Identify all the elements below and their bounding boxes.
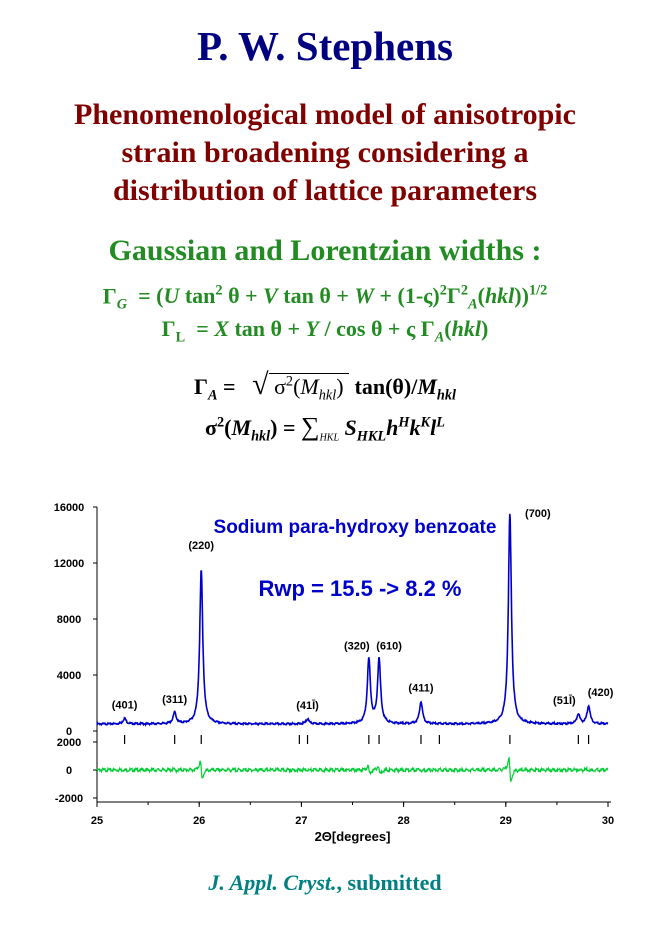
x-tick-label: 25: [91, 815, 103, 827]
y-tick-label: 12000: [54, 558, 85, 570]
difference-series: [96, 756, 609, 784]
gamma-a-equation: ΓA = √ σ2(Mhkl) tan(θ)/Mhkl: [194, 368, 456, 404]
title-line-2: strain broadening considering a: [121, 136, 529, 169]
widths-heading: Gaussian and Lorentzian widths :: [108, 234, 542, 267]
gamma-symbol: Γ: [102, 283, 117, 309]
citation-status: , submitted: [336, 870, 442, 895]
peak-label: (320): [344, 641, 370, 653]
x-tick-label: 26: [193, 815, 205, 827]
peak-label: (401): [112, 699, 138, 711]
lorentzian-width-equation: ΓL = X tan θ + Y / cos θ + ς ΓA(hkl): [161, 316, 489, 346]
peak-label: (411): [408, 683, 433, 695]
x-tick-label: 29: [500, 815, 512, 827]
diff-tick-label: -2000: [55, 793, 83, 805]
observed-series: [96, 513, 609, 727]
y-tick-label: 4000: [57, 670, 81, 682]
title-line-3: distribution of lattice parameters: [112, 174, 538, 207]
peak-label: (700): [525, 508, 551, 520]
x-axis-label: 2Θ[degrees]: [315, 829, 391, 844]
author-name: P. W. Stephens: [197, 23, 453, 69]
citation: J. Appl. Cryst., submitted: [0, 870, 650, 896]
peak-label: (610): [376, 641, 402, 653]
y-tick-label: 0: [66, 726, 72, 738]
peak-label: (420): [588, 687, 614, 699]
title-line-1: Phenomenological model of anisotropic: [74, 98, 576, 131]
y-tick-label: 8000: [57, 614, 81, 626]
peak-label: (311): [162, 694, 187, 706]
sigma-equation: σ2(Mhkl) = ∑HKL SHKLhHkKlL: [205, 412, 445, 445]
x-tick-label: 27: [295, 815, 307, 827]
chart-title: Sodium para-hydroxy benzoate: [214, 517, 497, 538]
diff-tick-label: 2000: [57, 737, 81, 749]
x-tick-label: 30: [602, 815, 614, 827]
peak-label: (41Ī): [296, 700, 319, 712]
gaussian-width-equation: ΓG = (U tan2 θ + V tan θ + W + (1-ς)2Γ2A…: [102, 283, 548, 313]
peak-label: (220): [188, 540, 214, 552]
diff-tick-label: 0: [66, 765, 72, 777]
y-tick-label: 16000: [54, 502, 85, 514]
citation-journal: J. Appl. Cryst.: [208, 870, 337, 895]
rwp-annotation: Rwp = 15.5 -> 8.2 %: [259, 576, 462, 601]
peak-label: (51Ī): [553, 695, 576, 707]
x-tick-label: 28: [397, 815, 409, 827]
